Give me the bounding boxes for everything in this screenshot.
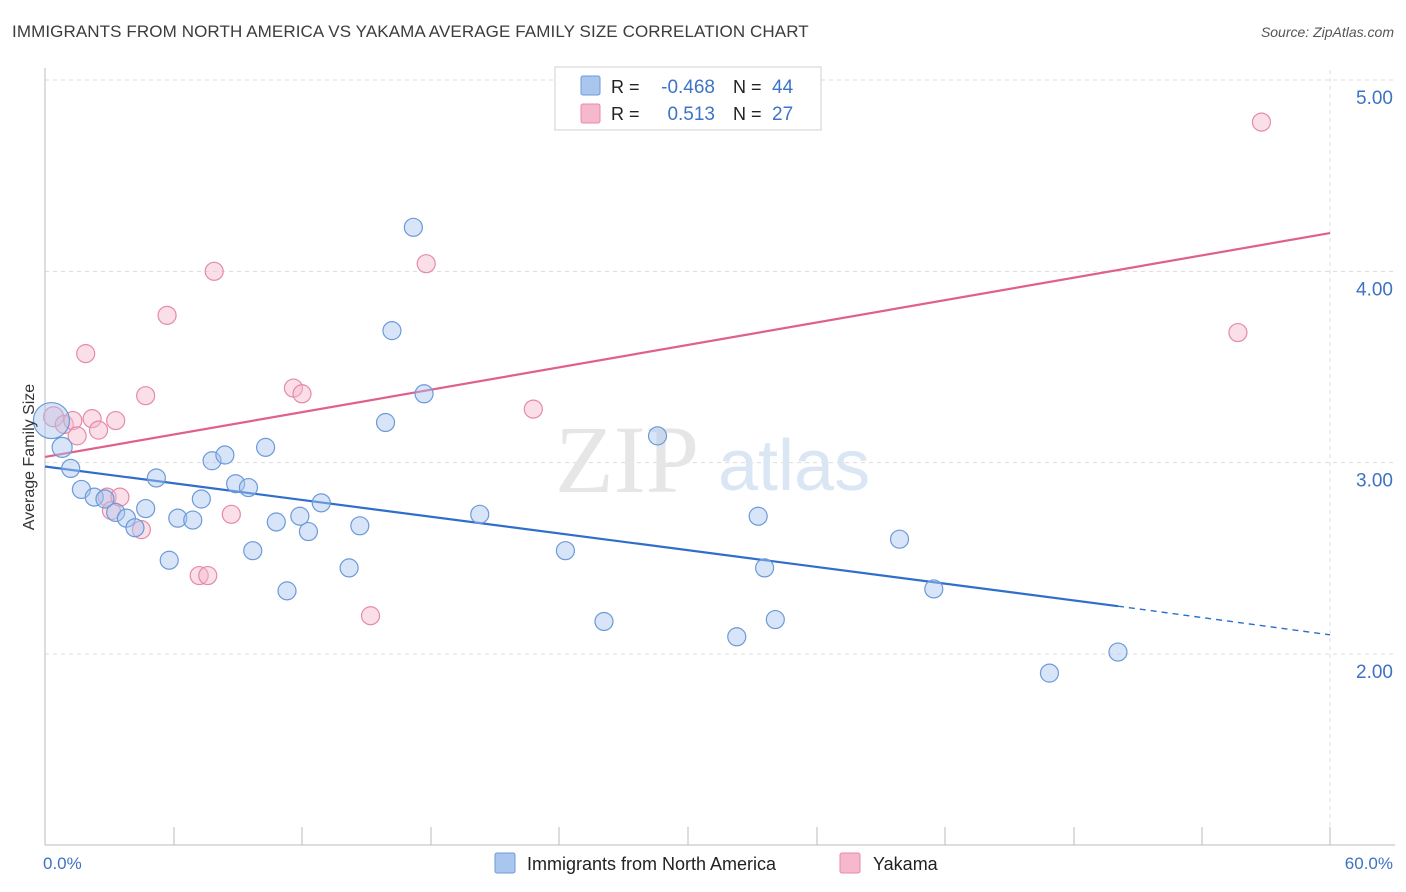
point-yakama (523, 399, 543, 419)
point-north-america (226, 474, 246, 494)
axes (44, 68, 1395, 846)
point-north-america (470, 504, 490, 524)
point-yakama (416, 254, 436, 274)
point-yakama (82, 409, 102, 429)
legend-r-label-blue: R = (611, 77, 640, 97)
point-north-america (159, 550, 179, 570)
point-north-america (32, 401, 71, 440)
legend-swatch-blue (580, 75, 601, 96)
bottom-legend-swatch-pink (839, 852, 861, 874)
y-tick-label: 2.00 (1356, 662, 1393, 683)
x-tick-label-start: 0.0% (43, 854, 82, 873)
legend-n-label-blue: N = (733, 77, 762, 97)
point-north-america (748, 506, 768, 526)
point-yakama (221, 504, 241, 524)
data-points (32, 112, 1272, 683)
point-north-america (136, 498, 156, 519)
point-north-america (311, 493, 331, 513)
point-north-america (277, 581, 297, 601)
y-tick-label: 3.00 (1356, 471, 1393, 492)
watermark: ZIP atlas (555, 406, 870, 513)
point-yakama (67, 426, 87, 446)
point-north-america (403, 217, 423, 237)
y-tick-label: 4.00 (1356, 279, 1393, 300)
point-north-america (924, 579, 944, 599)
y-tick-labels: 2.00 3.00 4.00 5.00 (1356, 88, 1393, 683)
point-north-america (594, 611, 614, 632)
trend-lines (44, 231, 1331, 636)
point-north-america (754, 558, 775, 578)
point-yakama (136, 386, 156, 406)
point-north-america (889, 529, 910, 549)
point-north-america (95, 489, 115, 509)
y-axis-title: Average Family Size (21, 384, 38, 531)
bottom-legend-label-pink: Yakama (873, 854, 939, 874)
series-legend: Immigrants from North America Yakama (494, 852, 939, 874)
legend-r-label-pink: R = (611, 104, 640, 124)
legend-swatch-pink (580, 103, 601, 124)
x-tick-labels: 0.0% 60.0% (43, 854, 1393, 873)
point-yakama (1228, 322, 1248, 343)
point-north-america (51, 436, 73, 458)
point-north-america (61, 458, 81, 479)
trend-line-north-america (44, 465, 1119, 608)
point-yakama (110, 487, 130, 507)
y-tick-label: 5.00 (1356, 88, 1393, 109)
legend-n-value-blue: 44 (772, 77, 794, 98)
point-yakama (88, 420, 109, 440)
bottom-legend-label-blue: Immigrants from North America (527, 854, 777, 874)
point-yakama (76, 344, 96, 364)
bottom-legend-swatch-blue (494, 852, 516, 874)
point-north-america (1108, 642, 1128, 662)
point-yakama (106, 410, 126, 431)
watermark-zip: ZIP (555, 406, 699, 513)
point-north-america (243, 541, 263, 561)
point-yakama (360, 606, 381, 626)
chart-title: IMMIGRANTS FROM NORTH AMERICA VS YAKAMA … (12, 22, 809, 41)
point-north-america (765, 609, 785, 630)
point-north-america (727, 627, 747, 647)
point-north-america (375, 412, 396, 433)
point-yakama (292, 384, 312, 404)
point-yakama (157, 305, 177, 325)
point-north-america (414, 384, 434, 404)
point-yakama (204, 261, 224, 281)
source-label: Source: ZipAtlas.com (1260, 24, 1394, 40)
point-north-america (146, 468, 166, 488)
watermark-atlas: atlas (718, 426, 870, 506)
point-north-america (382, 321, 402, 341)
point-yakama (42, 406, 65, 428)
point-north-america (255, 437, 276, 457)
point-yakama (198, 565, 218, 586)
point-north-america (339, 558, 359, 578)
point-north-america (290, 506, 310, 526)
trend-line-yakama (44, 231, 1331, 459)
point-north-america (266, 512, 286, 532)
point-north-america (125, 518, 145, 538)
point-north-america (106, 502, 126, 523)
legend-r-value-pink: 0.513 (667, 104, 715, 125)
point-north-america (350, 516, 370, 536)
point-north-america (1039, 663, 1060, 683)
stats-legend: R = -0.468 N = 44 R = 0.513 N = 27 (554, 66, 822, 131)
legend-n-label-pink: N = (733, 104, 762, 124)
point-north-america (298, 521, 319, 542)
point-north-america (555, 541, 576, 561)
trend-line-north-america-extension (1117, 605, 1331, 636)
point-north-america (215, 445, 235, 465)
point-north-america (647, 426, 668, 446)
legend-n-value-pink: 27 (772, 104, 793, 125)
legend-r-value-blue: -0.468 (661, 77, 715, 98)
point-north-america (191, 489, 211, 509)
point-north-america (183, 510, 203, 530)
point-north-america (168, 508, 188, 528)
point-yakama (1251, 112, 1272, 132)
point-north-america (238, 477, 259, 498)
x-tick-label-end: 60.0% (1345, 854, 1393, 873)
